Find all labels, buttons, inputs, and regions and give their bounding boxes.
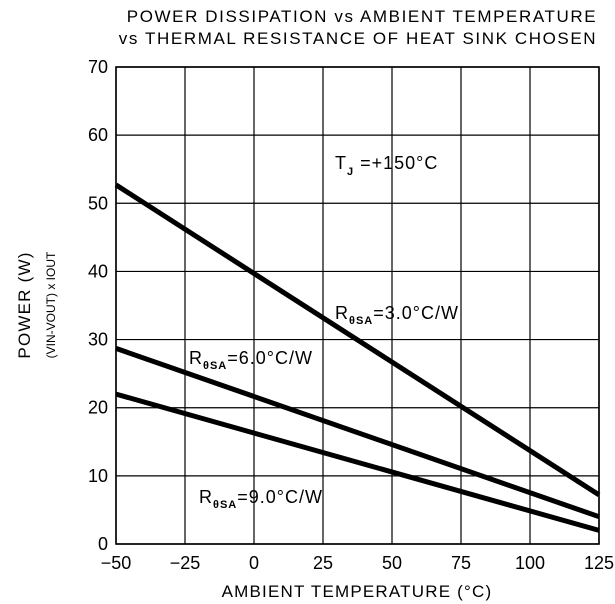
y-tick-label: 50 xyxy=(88,193,108,213)
annotation-r3: RθSA=3.0°C/W xyxy=(335,303,459,327)
y-tick-label: 0 xyxy=(98,534,108,554)
y-tick-label: 20 xyxy=(88,398,108,418)
annotation-r6-sub: θSA xyxy=(203,360,227,372)
y-tick-label: 30 xyxy=(88,330,108,350)
chart-title-line-1: POWER DISSIPATION vs AMBIENT TEMPERATURE xyxy=(127,7,597,26)
series-line-1 xyxy=(114,182,601,498)
x-tick-label: −25 xyxy=(170,553,201,573)
annotation-r9-rest: =9.0°C/W xyxy=(237,487,323,507)
x-tick-label: 50 xyxy=(382,553,402,573)
annotation-r9: RθSA=9.0°C/W xyxy=(199,487,323,511)
x-tick-label: 0 xyxy=(249,553,259,573)
annotation-tj: TJ =+150°C xyxy=(335,153,438,178)
x-axis-label: AMBIENT TEMPERATURE (°C) xyxy=(222,582,493,601)
annotation-tj-main: T xyxy=(335,153,347,173)
y-axis-sublabel: (VIN-VOUT) x IOUT xyxy=(44,251,58,358)
y-tick-label: 70 xyxy=(88,57,108,77)
y-tick-labels: 0 10 20 30 40 50 60 70 xyxy=(88,57,108,554)
series-lines xyxy=(114,182,601,533)
x-tick-label: 75 xyxy=(451,553,471,573)
annotation-r3-rest: =3.0°C/W xyxy=(373,303,459,323)
annotation-r3-main: R xyxy=(335,303,349,323)
series-line-2 xyxy=(115,346,600,520)
grid xyxy=(115,66,600,545)
annotation-r9-sub: θSA xyxy=(213,499,237,511)
y-axis-label: POWER (W) xyxy=(15,251,34,358)
x-tick-labels: −50 −25 0 25 50 75 100 125 xyxy=(101,553,614,573)
y-tick-label: 10 xyxy=(88,466,108,486)
plot-frame xyxy=(115,66,600,545)
y-tick-label: 40 xyxy=(88,261,108,281)
x-tick-label: 125 xyxy=(584,553,614,573)
series-line-3 xyxy=(115,391,600,533)
x-tick-label: 100 xyxy=(515,553,545,573)
x-tick-label: 25 xyxy=(313,553,333,573)
chart-title-line-2: vs THERMAL RESISTANCE OF HEAT SINK CHOSE… xyxy=(119,29,597,48)
y-tick-label: 60 xyxy=(88,125,108,145)
annotation-r3-sub: θSA xyxy=(349,315,373,327)
annotation-r6: RθSA=6.0°C/W xyxy=(189,348,313,372)
annotation-r9-main: R xyxy=(199,487,213,507)
annotation-r6-rest: =6.0°C/W xyxy=(227,348,313,368)
x-tick-label: −50 xyxy=(101,553,132,573)
annotation-r6-main: R xyxy=(189,348,203,368)
annotation-tj-rest: =+150°C xyxy=(354,153,438,173)
annotation-tj-sub: J xyxy=(347,166,354,178)
